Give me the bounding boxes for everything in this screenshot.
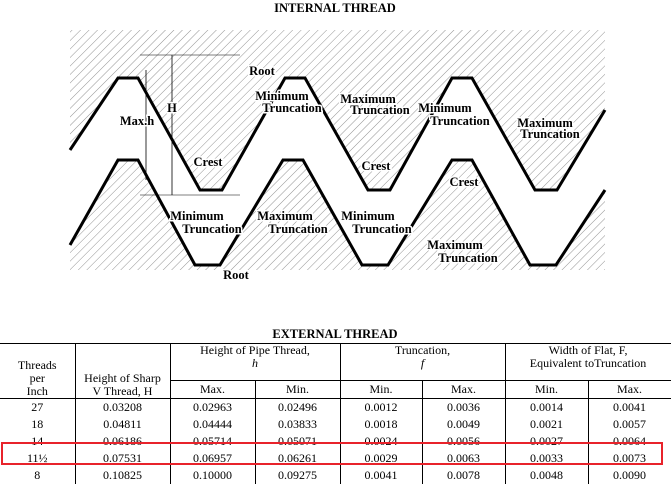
data-cell: 0.06186	[74, 433, 171, 450]
header-cell: Height of Pipe Thread, h	[169, 343, 341, 381]
data-cell: 0.03208	[74, 398, 171, 416]
header-row: Threads per Inch Height of Sharp V Thread, H…	[0, 343, 671, 399]
header-line: per	[29, 371, 45, 385]
data-cell: 0.0041	[339, 467, 423, 484]
thread-diagram: INTERNAL THREAD EXTERNAL THREAD Root Mini…	[68, 1, 607, 341]
header-line: Equivalent toTruncation	[529, 356, 647, 370]
data-cell: 0.0014	[504, 398, 589, 416]
header-cell: Width of Flat, F, Equivalent toTruncation	[504, 343, 671, 381]
data-row: 27 0.03208 0.02963 0.02496 0.0012 0.0036 0.001…	[0, 398, 671, 416]
diagram-label: Maximum	[427, 238, 483, 252]
external-profile	[68, 158, 607, 267]
data-cell: 0.09275	[254, 467, 341, 484]
diagram-label: Truncation	[430, 114, 490, 128]
diagram-label: Truncation	[268, 222, 328, 236]
header-line: V Thread, H	[92, 384, 153, 398]
data-cell: 0.05714	[169, 433, 256, 450]
diagram-label: Minimum	[341, 209, 395, 223]
data-cell: 0.0021	[504, 416, 589, 433]
data-row: 11½ 0.07531 0.06957 0.06261 0.0029 0.0063 0.00…	[0, 450, 671, 467]
header-line: h	[252, 356, 258, 370]
diagram-label: Crest	[450, 175, 480, 189]
diagram-label: H	[167, 101, 177, 115]
diagram-label: Truncation	[352, 222, 412, 236]
subheader-cell: Max.	[169, 380, 256, 399]
data-cell: 0.06261	[254, 450, 341, 467]
subheader-cell: Max.	[421, 380, 506, 399]
thread-table: Threads per Inch Height of Sharp V Thread, H…	[0, 343, 671, 484]
data-cell: 0.0048	[504, 467, 589, 484]
header-cell: Height of Sharp V Thread, H	[74, 343, 171, 399]
diagram-label: Maximum	[340, 92, 396, 106]
header-cell: Threads per Inch	[0, 343, 76, 399]
data-row: 8 0.10825 0.10000 0.09275 0.0041 0.0078 0.0048…	[0, 467, 671, 484]
data-cell: 0.0057	[587, 416, 671, 433]
data-cell: 0.05071	[254, 433, 341, 450]
data-cell: 18	[0, 416, 76, 433]
header-line: f	[420, 356, 425, 370]
subheader-cell: Max.	[587, 380, 671, 399]
diagram-label: Max.h	[120, 114, 154, 128]
diagram-label: Minimum	[418, 101, 472, 115]
header-line: Inch	[26, 384, 48, 398]
header-line: Width of Flat, F,	[548, 343, 628, 357]
diagram-label: Truncation	[182, 222, 242, 236]
header-line: Truncation,	[394, 343, 451, 357]
diagram-title: INTERNAL THREAD	[274, 1, 396, 15]
diagram-label: Minimum	[170, 209, 224, 223]
diagram-label: Maximum	[257, 209, 313, 223]
data-cell: 0.0073	[587, 450, 671, 467]
data-cell: 0.0056	[421, 433, 506, 450]
diagram-label: Maximum	[517, 116, 573, 130]
data-cell: 0.0027	[504, 433, 589, 450]
subheader-cell: Min.	[504, 380, 589, 399]
data-cell: 0.10825	[74, 467, 171, 484]
clearance-band	[70, 78, 605, 265]
data-cell: 0.04811	[74, 416, 171, 433]
data-cell: 0.06957	[169, 450, 256, 467]
data-cell: 0.04444	[169, 416, 256, 433]
header-cell: Truncation, f	[339, 343, 506, 381]
data-row: 18 0.04811 0.04444 0.03833 0.0018 0.0049 0.002…	[0, 416, 671, 433]
data-cell: 0.0078	[421, 467, 506, 484]
data-cell: 0.0064	[587, 433, 671, 450]
data-cell: 0.0063	[421, 450, 506, 467]
highlight-box	[1, 442, 663, 465]
data-cell: 0.10000	[169, 467, 256, 484]
data-cell: 0.0024	[339, 433, 423, 450]
data-cell: 0.0049	[421, 416, 506, 433]
diagram-label: Root	[249, 64, 276, 78]
diagram-title: EXTERNAL THREAD	[272, 327, 397, 341]
data-cell: 0.02963	[169, 398, 256, 416]
data-cell: 8	[0, 467, 76, 484]
diagram-label: Truncation	[438, 251, 498, 265]
subheader-row: Max. Min. Min. Max. Min. Max.	[0, 380, 671, 399]
data-cell: 0.0036	[421, 398, 506, 416]
diagram-label: Minimum	[255, 89, 309, 103]
data-cell: 0.02496	[254, 398, 341, 416]
diagram-label: Crest	[362, 159, 392, 173]
diagram-label: Root	[223, 268, 250, 282]
data-cell: 0.0090	[587, 467, 671, 484]
internal-profile	[68, 76, 607, 192]
diagram-label: Truncation	[262, 101, 322, 115]
data-cell: 0.0018	[339, 416, 423, 433]
data-cell: 0.0033	[504, 450, 589, 467]
diagram-label: Truncation	[350, 103, 410, 117]
data-cell: 0.0041	[587, 398, 671, 416]
diagram-label: Crest	[194, 155, 224, 169]
header-line: Height of Pipe Thread,	[200, 343, 310, 357]
data-cell: 0.0012	[339, 398, 423, 416]
diagram-label: Truncation	[520, 127, 580, 141]
header-line: Height of Sharp	[84, 371, 161, 385]
data-cell: 0.07531	[74, 450, 171, 467]
subheader-cell: Min.	[254, 380, 341, 399]
header-line: Threads	[17, 358, 57, 372]
subheader-cell: Min.	[339, 380, 423, 399]
data-cell: 0.03833	[254, 416, 341, 433]
data-row: 14 0.06186 0.05714 0.05071 0.0024 0.0056 0.002…	[0, 433, 671, 450]
data-cell: 27	[0, 398, 76, 416]
